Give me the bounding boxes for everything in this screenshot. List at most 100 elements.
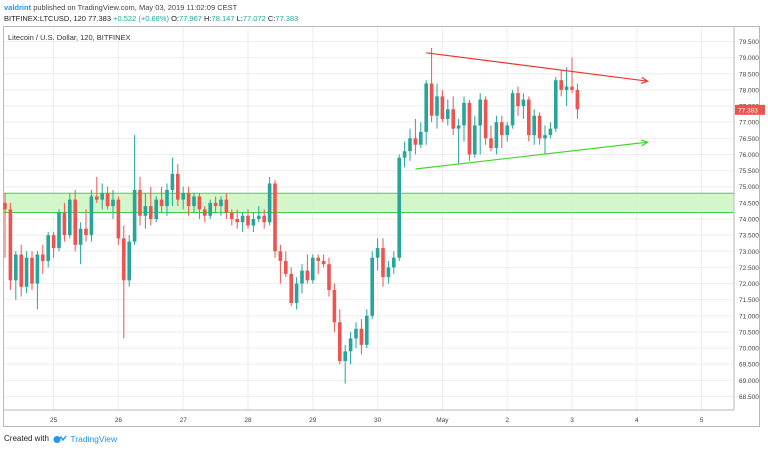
candle-body <box>240 215 245 223</box>
candle <box>192 193 196 213</box>
candle <box>456 118 461 165</box>
candle-body <box>311 257 315 281</box>
candle <box>95 177 99 203</box>
y-tick-label: 78.500 <box>739 71 759 78</box>
candle <box>338 309 342 365</box>
candle <box>213 196 218 213</box>
candle-body <box>467 102 472 155</box>
candle-body <box>359 328 364 345</box>
candle <box>14 251 18 300</box>
candle <box>548 122 553 139</box>
y-tick-label: 79.000 <box>739 55 759 62</box>
candle-body <box>532 115 536 136</box>
candle <box>348 331 353 365</box>
x-tick-label: May <box>436 417 449 424</box>
candle-body <box>213 202 218 207</box>
candle <box>359 319 364 355</box>
candle <box>370 251 374 320</box>
candle-body <box>273 183 277 252</box>
candle-body <box>559 80 563 90</box>
candle <box>116 196 121 245</box>
candle-body <box>235 219 239 223</box>
candle <box>510 89 515 129</box>
candle <box>62 202 67 242</box>
candle-body <box>100 193 104 200</box>
grid-lines <box>4 27 734 410</box>
candle <box>262 209 266 229</box>
candle <box>84 209 88 242</box>
candle-body <box>170 173 175 190</box>
y-tick-label: 73.500 <box>739 233 759 240</box>
candle-body <box>327 264 331 290</box>
candle <box>57 209 61 252</box>
candle <box>402 141 407 168</box>
candle <box>235 209 239 229</box>
last-price-label: 77.383 <box>738 107 758 114</box>
candle <box>51 231 56 258</box>
candle-body <box>68 199 72 236</box>
candle <box>527 96 531 142</box>
trendlines <box>415 52 649 170</box>
candle-body <box>89 196 94 236</box>
candle-body <box>462 102 466 126</box>
y-tick-label: 70.500 <box>739 329 759 336</box>
y-tick-label: 74.000 <box>739 217 759 224</box>
candle-body <box>51 235 56 249</box>
y-tick-label: 75.000 <box>739 184 759 191</box>
author-link[interactable]: valdrint <box>4 3 32 12</box>
low-label: L: <box>236 14 243 23</box>
candle <box>89 189 94 242</box>
candle-body <box>192 196 196 207</box>
candle-body <box>354 328 358 339</box>
y-tick-label: 69.500 <box>739 362 759 369</box>
candle <box>505 122 509 142</box>
candle-body <box>278 251 283 261</box>
tradingview-brand[interactable]: TradingView <box>70 434 118 444</box>
candle <box>305 254 310 284</box>
candle <box>321 254 326 268</box>
candle-body <box>294 283 299 303</box>
candle <box>111 189 115 219</box>
candle <box>127 235 131 287</box>
x-tick-label: 29 <box>309 417 317 424</box>
candle-body <box>84 228 88 236</box>
candle-body <box>365 315 369 345</box>
candle-body <box>35 254 40 284</box>
candle <box>68 193 72 239</box>
candle <box>500 115 504 148</box>
candle-body <box>197 196 202 210</box>
candle-body <box>564 86 569 90</box>
candle <box>246 209 250 229</box>
candle-body <box>203 209 207 216</box>
candle-body <box>127 241 131 281</box>
candle-body <box>41 254 45 261</box>
candle <box>489 125 493 152</box>
close-label: C: <box>267 14 276 23</box>
ohlc-info: BITFINEX:LTCUSD, 120 77.383 +0.522 (+0.6… <box>4 14 298 23</box>
candle-body <box>14 254 18 281</box>
candle <box>543 125 547 155</box>
candle <box>100 183 104 210</box>
candle <box>575 83 580 119</box>
candle-body <box>456 125 461 129</box>
candle <box>132 135 137 245</box>
candle-body <box>143 206 148 216</box>
y-tick-label: 74.500 <box>739 200 759 207</box>
candle <box>138 177 142 226</box>
y-tick-label: 77.000 <box>739 120 759 127</box>
candle <box>300 264 304 294</box>
candle-body <box>165 189 169 207</box>
candle <box>311 254 315 284</box>
y-tick-label: 68.500 <box>739 394 759 401</box>
x-tick-label: 25 <box>50 417 58 424</box>
y-tick-label: 75.500 <box>739 168 759 175</box>
candle <box>332 283 337 332</box>
candle-body <box>73 199 77 245</box>
candle-body <box>575 89 580 110</box>
low-value: 77.072 <box>242 14 266 23</box>
candle-body <box>30 257 34 284</box>
candle-body <box>489 138 493 148</box>
candle <box>186 186 191 216</box>
candle-body <box>543 135 547 139</box>
